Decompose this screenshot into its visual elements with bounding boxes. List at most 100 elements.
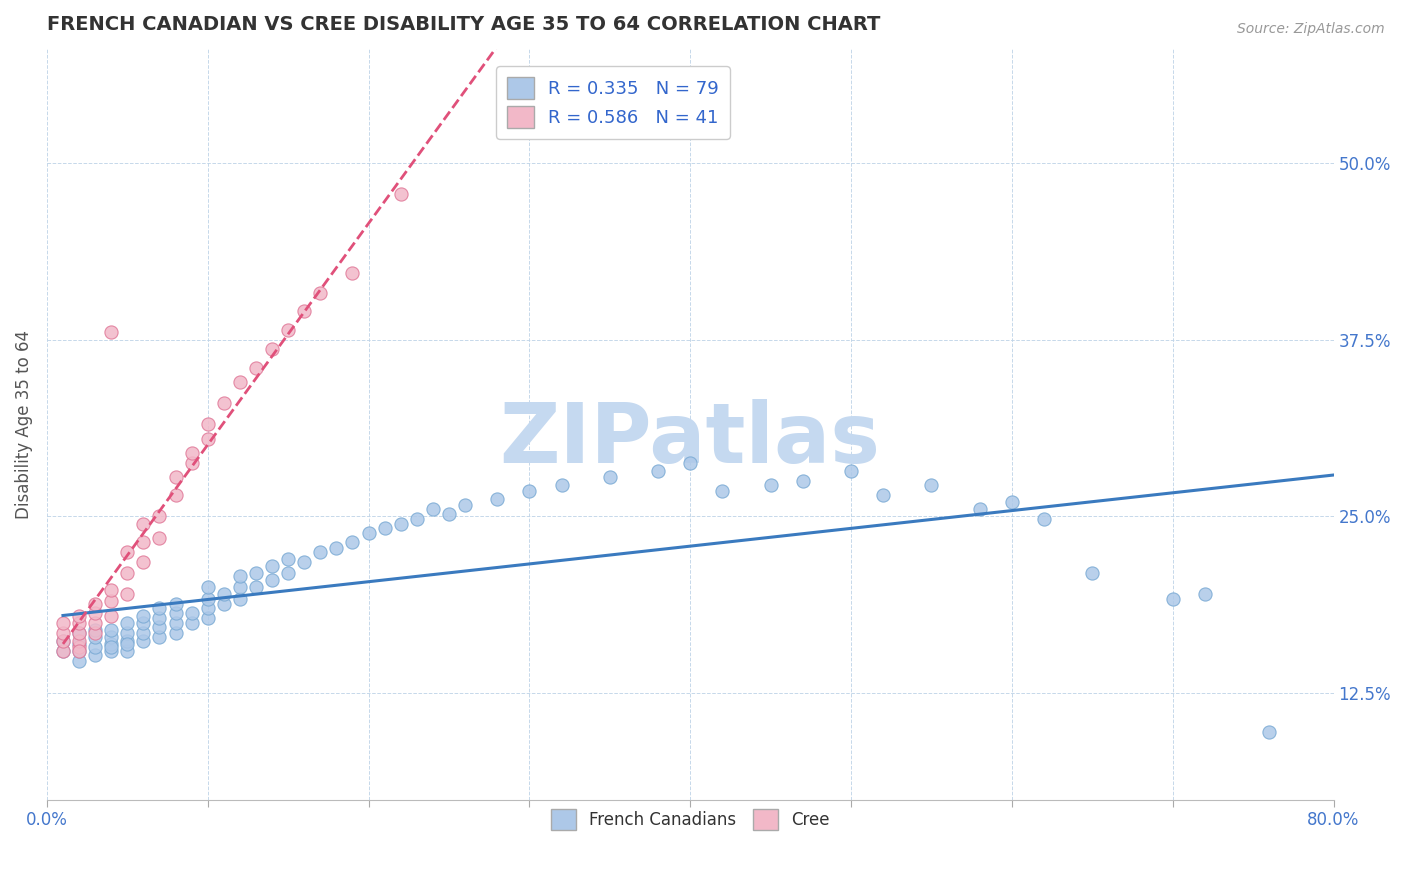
Legend: French Canadians, Cree: French Canadians, Cree — [544, 803, 837, 836]
Point — [260, 559, 283, 574]
Point — [165, 597, 187, 611]
Text: Source: ZipAtlas.com: Source: ZipAtlas.com — [1237, 22, 1385, 37]
Point — [117, 637, 139, 651]
Point — [1161, 591, 1184, 606]
Point — [229, 580, 252, 594]
Point — [197, 580, 219, 594]
Point — [67, 644, 90, 658]
Point — [117, 634, 139, 648]
Point — [839, 464, 862, 478]
Point — [84, 630, 107, 644]
Point — [1081, 566, 1104, 580]
Point — [132, 535, 155, 549]
Point — [647, 464, 669, 478]
Point — [759, 478, 782, 492]
Point — [212, 587, 235, 601]
Point — [374, 521, 396, 535]
Point — [148, 509, 170, 524]
Point — [260, 343, 283, 357]
Point — [117, 615, 139, 630]
Point — [486, 492, 509, 507]
Point — [197, 601, 219, 615]
Point — [437, 507, 460, 521]
Point — [67, 625, 90, 640]
Point — [165, 625, 187, 640]
Point — [389, 186, 412, 201]
Point — [84, 623, 107, 637]
Point — [100, 608, 122, 623]
Point — [229, 591, 252, 606]
Point — [132, 516, 155, 531]
Point — [52, 634, 75, 648]
Point — [100, 630, 122, 644]
Point — [342, 535, 364, 549]
Point — [229, 375, 252, 389]
Point — [180, 615, 202, 630]
Point — [67, 637, 90, 651]
Point — [792, 474, 814, 488]
Point — [52, 634, 75, 648]
Point — [132, 608, 155, 623]
Point — [679, 456, 702, 470]
Point — [920, 478, 942, 492]
Text: ZIPatlas: ZIPatlas — [499, 399, 880, 480]
Point — [422, 502, 444, 516]
Point — [519, 483, 541, 498]
Point — [969, 502, 991, 516]
Point — [197, 611, 219, 625]
Point — [405, 512, 427, 526]
Point — [84, 597, 107, 611]
Point — [117, 545, 139, 559]
Point — [84, 615, 107, 630]
Point — [325, 541, 347, 555]
Point — [1001, 495, 1024, 509]
Point — [1258, 724, 1281, 739]
Point — [67, 608, 90, 623]
Point — [197, 417, 219, 432]
Point — [309, 545, 332, 559]
Point — [100, 637, 122, 651]
Point — [52, 615, 75, 630]
Point — [117, 625, 139, 640]
Point — [67, 640, 90, 654]
Point — [165, 615, 187, 630]
Point — [180, 456, 202, 470]
Point — [84, 640, 107, 654]
Point — [132, 625, 155, 640]
Point — [342, 266, 364, 280]
Point — [260, 573, 283, 587]
Point — [148, 611, 170, 625]
Point — [84, 625, 107, 640]
Point — [180, 606, 202, 620]
Point — [100, 623, 122, 637]
Point — [132, 615, 155, 630]
Point — [67, 654, 90, 668]
Point — [389, 516, 412, 531]
Point — [197, 591, 219, 606]
Point — [454, 498, 477, 512]
Point — [84, 606, 107, 620]
Point — [100, 644, 122, 658]
Point — [165, 606, 187, 620]
Point — [245, 566, 267, 580]
Point — [357, 526, 380, 541]
Point — [100, 594, 122, 608]
Point — [148, 531, 170, 545]
Point — [1194, 587, 1216, 601]
Point — [292, 304, 315, 318]
Point — [277, 323, 299, 337]
Point — [67, 634, 90, 648]
Point — [52, 625, 75, 640]
Point — [148, 630, 170, 644]
Point — [711, 483, 734, 498]
Point — [100, 583, 122, 598]
Point — [148, 620, 170, 634]
Point — [165, 488, 187, 502]
Point — [212, 597, 235, 611]
Point — [117, 587, 139, 601]
Point — [84, 648, 107, 662]
Point — [1033, 512, 1056, 526]
Point — [132, 555, 155, 569]
Point — [117, 566, 139, 580]
Point — [165, 470, 187, 484]
